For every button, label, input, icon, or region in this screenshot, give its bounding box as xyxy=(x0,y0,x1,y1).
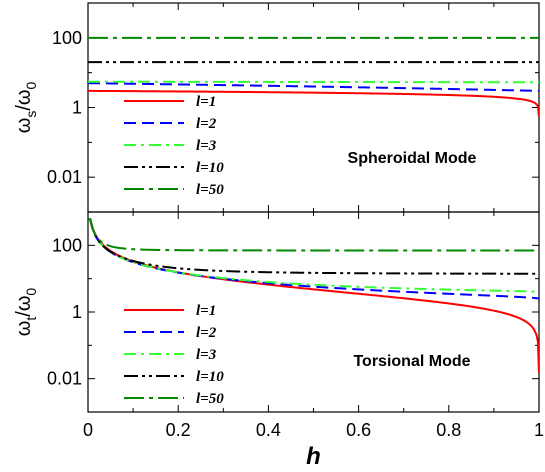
mode-annotation: Spheroidal Mode xyxy=(348,150,477,167)
x-tick-label: 0.8 xyxy=(436,420,461,440)
legend-label: l=10 xyxy=(196,160,224,176)
x-tick-label: 0 xyxy=(83,420,93,440)
series-line-l10 xyxy=(88,218,539,275)
legend-label: l=50 xyxy=(196,182,224,198)
series-line-l2 xyxy=(88,82,539,92)
legend-label: l=10 xyxy=(196,369,224,385)
legend-label: l=1 xyxy=(196,94,216,110)
mode-annotation: Torsional Mode xyxy=(353,353,470,370)
y-axis-title: ωt/ω0 xyxy=(13,288,39,337)
series-group-top xyxy=(88,36,539,117)
y-tick-label: 0.01 xyxy=(47,167,82,187)
series-line-l1 xyxy=(88,89,539,117)
y-tick-label: 1 xyxy=(72,98,82,118)
series-line-l50 xyxy=(88,218,539,252)
y-axis-title: ωs/ω0 xyxy=(13,82,39,134)
x-tick-label: 0.2 xyxy=(166,420,191,440)
panel-top: 0.01 1 100 ωs/ω0 l=1 l=2 l=3 l=10 l=50 Spheroidal… xyxy=(13,2,540,213)
y-tick-label: 100 xyxy=(52,235,82,255)
legend-label: l=3 xyxy=(196,138,217,154)
legend-label: l=50 xyxy=(196,391,224,407)
series-line-l2 xyxy=(88,218,539,300)
x-tick-label: 0.4 xyxy=(256,420,281,440)
x-tick-label: 0.6 xyxy=(346,420,371,440)
y-tick-label: 100 xyxy=(52,28,82,48)
panel-bottom: 0.01 1 100 0 0.2 0.4 0.6 0.8 1 h ωt/ω0 l=1 l=2 l=3 l=1… xyxy=(13,211,544,470)
legend-label: l=1 xyxy=(196,303,216,319)
y-tick-label: 1 xyxy=(72,302,82,322)
legend-label: l=2 xyxy=(196,116,217,132)
x-axis-title: h xyxy=(306,443,321,467)
series-group-bottom xyxy=(88,218,539,373)
y-tick-label: 0.01 xyxy=(47,369,82,389)
series-line-l3 xyxy=(88,80,539,84)
legend-label: l=2 xyxy=(196,325,217,341)
plot-layer: 0.011100ωs/ω0l=1l=2l=3l=10l=50Spheroidal… xyxy=(13,2,544,470)
legend-label: l=3 xyxy=(196,347,217,363)
x-tick-label: 1 xyxy=(534,420,544,440)
